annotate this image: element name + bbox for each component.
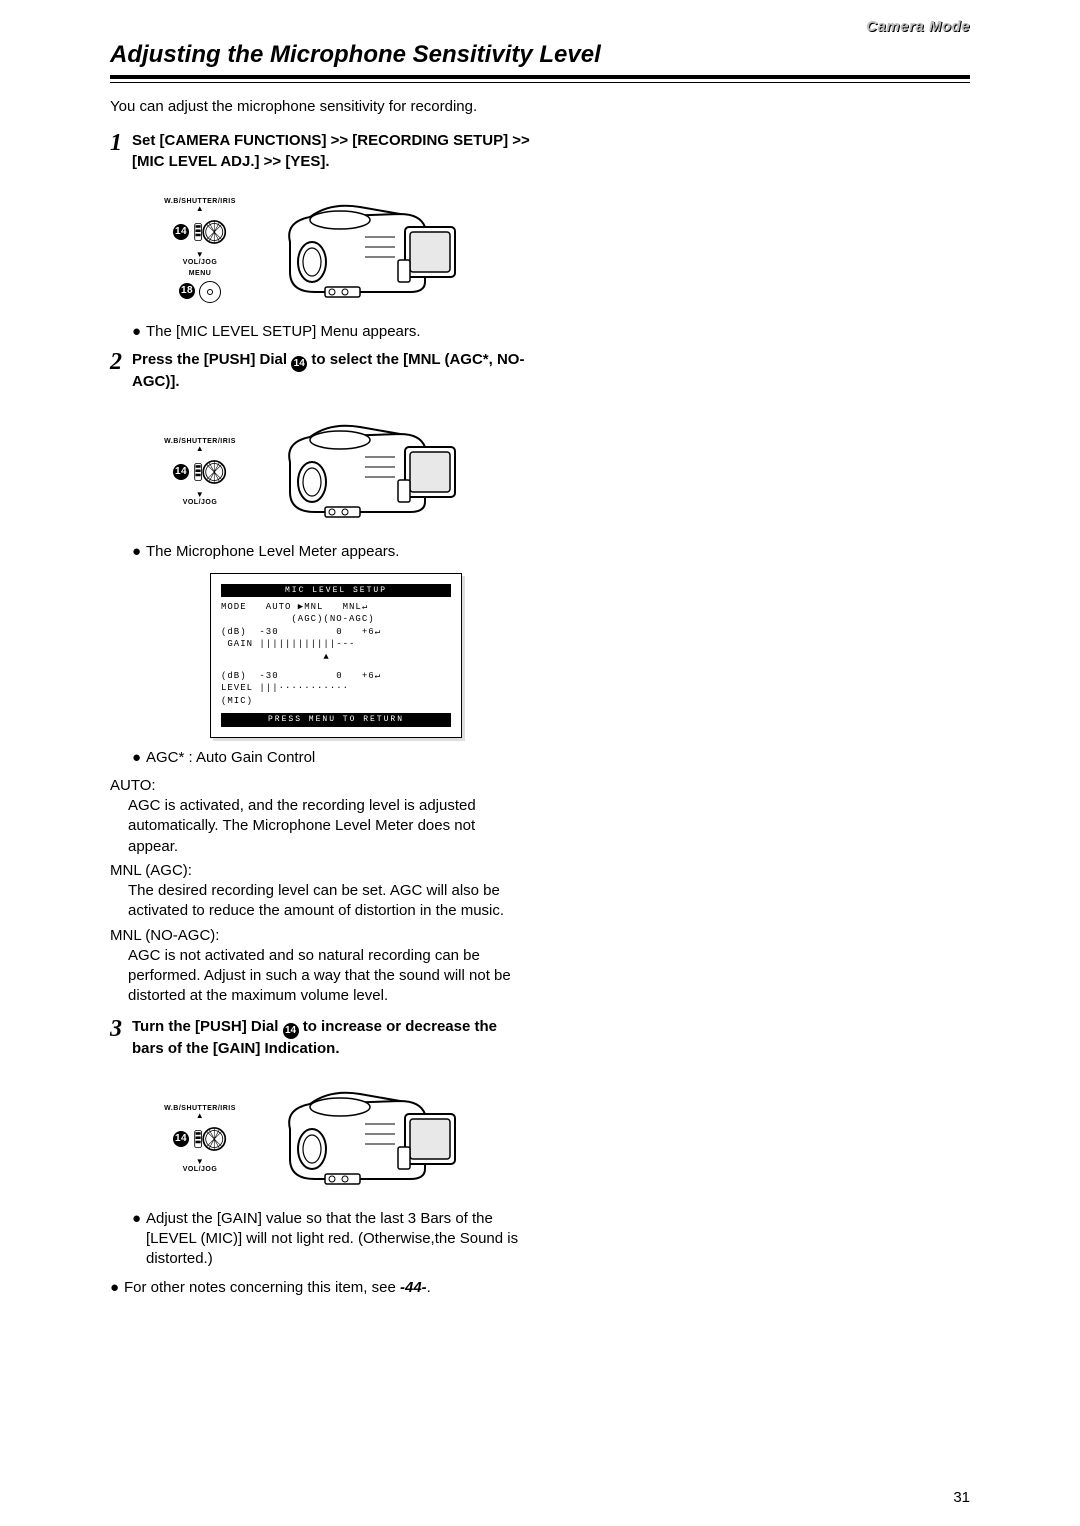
triangle-up-icon: ▲ [150, 1112, 250, 1120]
triangle-down-icon: ▼ [150, 1158, 250, 1166]
bullet-icon: ● [110, 1278, 124, 1298]
step-1-figure: W.B/SHUTTER/IRIS ▲ 14 [150, 192, 970, 312]
ref-14-inline-3: 14 [283, 1023, 299, 1039]
step-1-number: 1 [110, 131, 132, 182]
screen-row: MODE AUTO ▶MNL MNL↵ [221, 601, 451, 614]
triangle-down-icon: ▼ [150, 491, 250, 499]
page-number: 31 [953, 1489, 970, 1506]
footnote: ● For other notes concerning this item, … [110, 1278, 510, 1298]
triangle-up-icon: ▲ [150, 205, 250, 213]
dial-block-3: W.B/SHUTTER/IRIS ▲ 14 [150, 1105, 250, 1173]
mode-mnl-agc-label: MNL (AGC): [110, 861, 530, 881]
step-3-bullet: ● Adjust the [GAIN] value so that the la… [132, 1209, 532, 1270]
mode-mnl-agc-desc: The desired recording level can be set. … [128, 881, 528, 922]
mic-level-screen: MIC LEVEL SETUP MODE AUTO ▶MNL MNL↵ (AGC… [210, 573, 462, 738]
step-1-head: Set [CAMERA FUNCTIONS] >> [RECORDING SET… [132, 131, 530, 172]
step-2-head-a: Press the [PUSH] Dial [132, 351, 291, 368]
agc-note-text: AGC* : Auto Gain Control [146, 748, 532, 768]
intro-text: You can adjust the microphone sensitivit… [110, 97, 510, 117]
push-dial-icon [193, 455, 227, 489]
bullet-icon: ● [132, 542, 146, 562]
page-title: Adjusting the Microphone Sensitivity Lev… [110, 41, 970, 79]
step-1-bullet-text: The [MIC LEVEL SETUP] Menu appears. [146, 322, 532, 342]
bullet-icon: ● [132, 748, 146, 768]
dial-mid-label: VOL/JOG [150, 259, 250, 266]
step-2: 2 Press the [PUSH] Dial 14 to select the… [110, 350, 530, 402]
step-3-head: Turn the [PUSH] Dial 14 to increase or d… [132, 1017, 530, 1059]
section-label: Camera Mode [110, 18, 970, 35]
screen-footer: PRESS MENU TO RETURN [221, 713, 451, 726]
dial-mid-label-2: VOL/JOG [150, 499, 250, 506]
screen-row: (dB) -30 0 +6↵ [221, 670, 451, 683]
step-3: 3 Turn the [PUSH] Dial 14 to increase or… [110, 1017, 530, 1069]
step-2-number: 2 [110, 350, 132, 402]
step-3-head-a: Turn the [PUSH] Dial [132, 1018, 283, 1035]
step-1-bullet: ● The [MIC LEVEL SETUP] Menu appears. [132, 322, 532, 342]
mode-auto-label: AUTO: [110, 776, 530, 796]
step-2-head: Press the [PUSH] Dial 14 to select the [… [132, 350, 530, 392]
dial-mid-label-3: VOL/JOG [150, 1166, 250, 1173]
mode-auto-desc: AGC is activated, and the recording leve… [128, 796, 528, 857]
mode-mnl-noagc-label: MNL (NO-AGC): [110, 926, 530, 946]
screen-title: MIC LEVEL SETUP [221, 584, 451, 597]
ref-18-badge: 18 [179, 283, 195, 299]
ref-14-inline: 14 [291, 356, 307, 372]
ref-14-badge-3: 14 [173, 1131, 189, 1147]
step-3-number: 3 [110, 1017, 132, 1069]
ref-14-badge: 14 [173, 224, 189, 240]
agc-note: ● AGC* : Auto Gain Control [132, 748, 532, 768]
camera-illustration [270, 1079, 470, 1199]
dial-block: W.B/SHUTTER/IRIS ▲ 14 [150, 198, 250, 305]
dial-menu-label: MENU [150, 270, 250, 277]
dial-block-2: W.B/SHUTTER/IRIS ▲ 14 [150, 438, 250, 506]
ref-14-badge-2: 14 [173, 464, 189, 480]
push-dial-icon [193, 215, 227, 249]
bullet-icon: ● [132, 1209, 146, 1270]
footnote-a: For other notes concerning this item, se… [124, 1279, 400, 1296]
screen-row: ▲ [221, 651, 451, 664]
step-3-bullet-text: Adjust the [GAIN] value so that the last… [146, 1209, 532, 1270]
screen-row: (dB) -30 0 +6↵ [221, 626, 451, 639]
modes-block: AUTO: AGC is activated, and the recordin… [110, 776, 530, 1007]
screen-row: (AGC)(NO-AGC) [221, 613, 451, 626]
camera-illustration [270, 192, 470, 312]
screen-row: LEVEL |||··········· [221, 682, 451, 695]
step-2-bullet-text: The Microphone Level Meter appears. [146, 542, 532, 562]
footnote-ref: -44- [400, 1279, 427, 1296]
screen-row: (MIC) [221, 695, 451, 708]
footnote-b: . [427, 1279, 431, 1296]
screen-row: GAIN ||||||||||||--- [221, 638, 451, 651]
step-3-figure: W.B/SHUTTER/IRIS ▲ 14 [150, 1079, 970, 1199]
step-1: 1 Set [CAMERA FUNCTIONS] >> [RECORDING S… [110, 131, 530, 182]
step-2-figure: W.B/SHUTTER/IRIS ▲ 14 [150, 412, 970, 532]
bullet-icon: ● [132, 322, 146, 342]
triangle-up-icon: ▲ [150, 445, 250, 453]
footnote-text: For other notes concerning this item, se… [124, 1278, 510, 1298]
push-dial-icon [193, 1122, 227, 1156]
mode-mnl-noagc-desc: AGC is not activated and so natural reco… [128, 946, 528, 1007]
triangle-down-icon: ▼ [150, 251, 250, 259]
camera-illustration [270, 412, 470, 532]
menu-button-icon [199, 281, 221, 303]
step-2-bullet: ● The Microphone Level Meter appears. [132, 542, 532, 562]
